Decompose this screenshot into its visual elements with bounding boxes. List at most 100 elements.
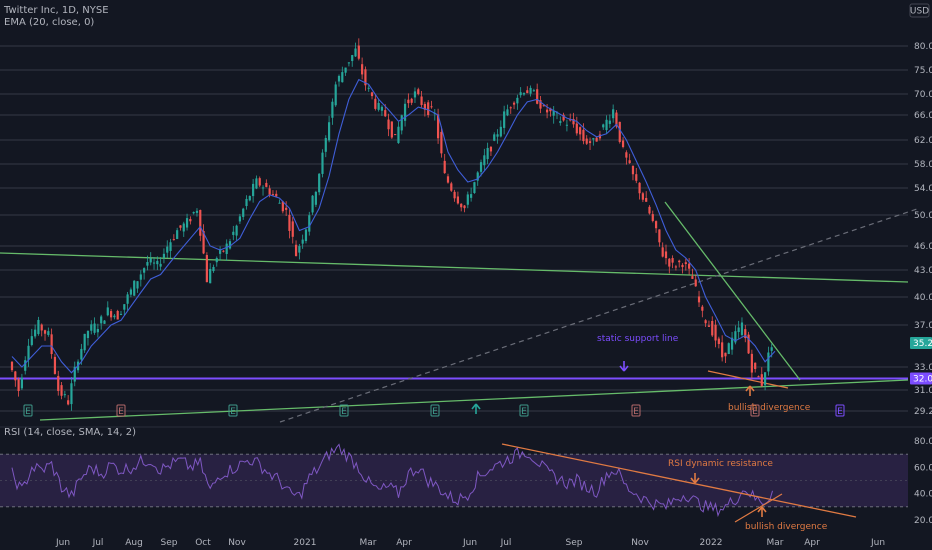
candle-body [80, 348, 83, 360]
candle-body [314, 191, 317, 205]
earnings-marker-label: E [432, 407, 438, 417]
candle-body [126, 294, 129, 304]
candle-body [423, 103, 426, 110]
candle-body [380, 106, 384, 111]
chart-title[interactable]: Twitter Inc, 1D, NYSE [3, 5, 109, 16]
candle-body [767, 352, 770, 372]
rsi-divergence-line [734, 493, 783, 523]
candle-body [496, 134, 499, 137]
x-tick-label: Mar [360, 538, 377, 548]
x-tick-label: Apr [396, 538, 412, 548]
candle-body [321, 152, 324, 174]
candle-body [440, 131, 443, 154]
trend-lines-layer [0, 201, 921, 423]
candle-body [754, 362, 757, 369]
candle-body [17, 379, 20, 391]
candle-body [674, 266, 678, 268]
candle-body [139, 274, 142, 280]
candle-body [588, 141, 592, 143]
price-divergence-line [707, 370, 789, 389]
candle-body [658, 229, 661, 243]
candle-body [304, 229, 308, 242]
orange-down-arrow-rsi [690, 473, 700, 484]
candle-body [635, 174, 638, 181]
candle-body [377, 102, 380, 110]
candle-body [192, 212, 195, 214]
earnings-marker [631, 404, 641, 417]
candle-body [559, 121, 562, 123]
earnings-marker [750, 404, 760, 417]
candle-body [737, 327, 740, 332]
candle-body [152, 262, 156, 264]
candle-body [63, 394, 66, 396]
candle-body [344, 67, 347, 73]
ema-legend[interactable]: EMA (20, close, 0) [4, 17, 94, 28]
candle-body [133, 280, 136, 296]
candle-body [331, 101, 334, 118]
candle-body [466, 194, 469, 205]
candle-body [443, 160, 446, 174]
candle-body [351, 55, 354, 62]
earnings-marker-label: E [752, 407, 758, 417]
price-tag-box [910, 336, 932, 349]
candle-body [661, 247, 664, 257]
candle-body [14, 371, 17, 381]
candle-body [595, 137, 598, 142]
candle-body [159, 263, 162, 267]
candle-body [324, 138, 327, 152]
candle-body [57, 375, 60, 391]
candle-body [384, 110, 387, 117]
candle-body [238, 216, 242, 222]
candle-body [162, 253, 166, 258]
price-tick-label: 37.00 [914, 321, 932, 331]
candle-body [357, 45, 360, 59]
green-up-arrow [471, 403, 481, 414]
candle-body [631, 165, 635, 175]
axis-layer: 80.00 75.00 70.00 66.00 62.00 58.00 54.00 50.00… [55, 42, 932, 548]
candle-body [83, 333, 86, 351]
candle-body [218, 249, 222, 254]
candle-body [318, 173, 321, 193]
candle-body [522, 93, 526, 95]
candle-body [562, 114, 565, 121]
candle-body [579, 127, 582, 135]
x-tick-label: Jun [462, 538, 477, 548]
price-tick-label: 62.00 [914, 136, 932, 146]
candle-body [612, 109, 615, 119]
earnings-marker [835, 404, 845, 417]
candle-body [648, 206, 651, 214]
candle-body [747, 334, 750, 354]
candle-body [182, 223, 185, 232]
candle-body [410, 98, 413, 103]
earnings-marker [430, 404, 440, 417]
price-tag-label: 32.00 [913, 375, 932, 385]
candle-body [136, 281, 139, 289]
candle-body [245, 198, 248, 207]
earnings-marker-label: E [837, 407, 843, 417]
candle-body [334, 84, 337, 106]
candle-body [621, 140, 625, 148]
candle-body [678, 260, 681, 263]
candle-body [744, 329, 747, 339]
candle-body [327, 122, 331, 141]
candle-body [30, 336, 33, 345]
orange-up-arrow-rsi [757, 506, 767, 517]
rsi-legend[interactable]: RSI (14, close, SMA, 14, 2) [4, 427, 136, 438]
rsi-tick-label: 60.00 [914, 463, 932, 473]
candle-body [668, 258, 671, 267]
price-tick-label: 75.00 [914, 66, 932, 76]
candle-body [367, 87, 370, 89]
candle-body [552, 110, 555, 116]
x-tick-label: Jun [55, 538, 70, 548]
candle-body [261, 187, 265, 189]
candle-body [714, 324, 717, 341]
candle-body [298, 246, 301, 253]
candle-body [341, 72, 344, 83]
candle-body [96, 329, 99, 333]
x-tick-label: 2022 [700, 538, 723, 548]
currency-pill[interactable] [909, 3, 930, 18]
candle-body [470, 194, 473, 198]
candle-body [499, 126, 502, 137]
